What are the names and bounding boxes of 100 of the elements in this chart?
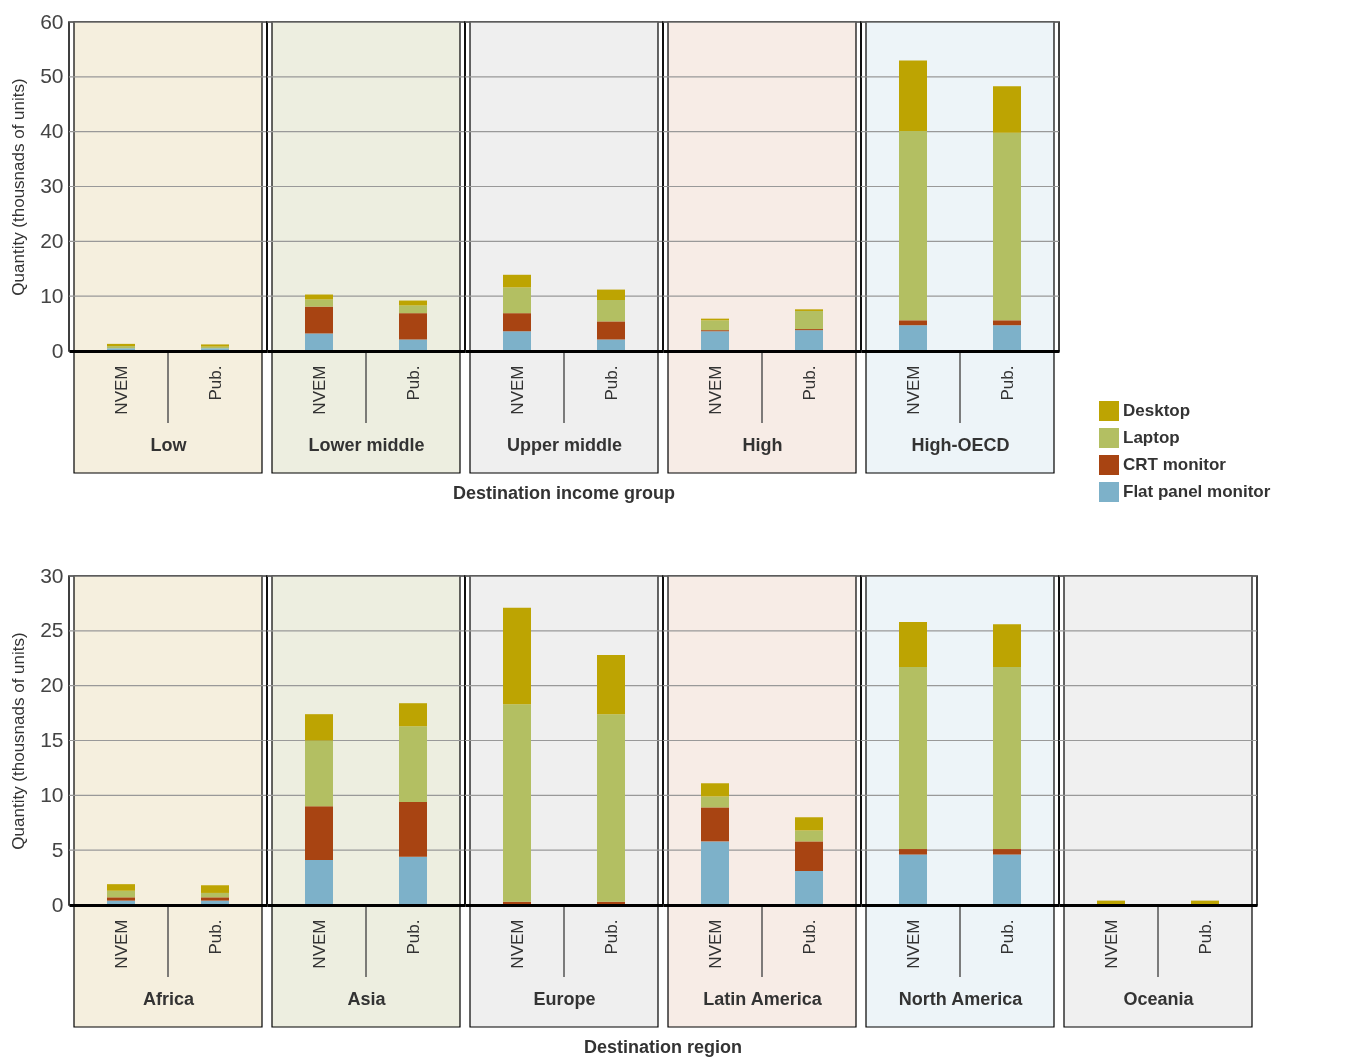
x-tick-label: NVEM [705,365,725,415]
bar [701,841,729,905]
bar [701,783,729,797]
x-axis-title: High [742,434,783,455]
y-tick-label: 10 [40,782,64,806]
bar [993,667,1021,850]
x-axis-title: Europe [533,988,596,1009]
legend-label: CRT monitor [1123,455,1227,474]
text: Destination region [583,1037,743,1057]
x-axis-title: Low [150,434,188,455]
bar [795,871,823,905]
bar [399,726,427,802]
bar [993,325,1021,351]
bar [899,320,927,326]
bar [597,714,625,902]
x-axis-title: Asia [347,988,387,1009]
x-tick-label: NVEM [1101,919,1121,969]
bar [399,801,427,857]
y-axis-title: Quantity (thousnads of units) [9,632,29,850]
x-axis-title: Africa [142,988,195,1009]
bar [597,289,625,301]
text: Destination income group [452,483,676,503]
y-tick-label: 0 [51,338,64,362]
x-tick-label: NVEM [705,919,725,969]
bar [993,624,1021,668]
y-tick-label: 30 [40,563,64,587]
bar [795,330,823,351]
x-tick-label: NVEM [309,365,329,415]
y-tick-label: 0 [51,892,64,916]
x-tick-label: NVEM [111,919,131,969]
x-tick-label: Pub. [799,919,819,955]
bar [701,320,729,331]
bar [399,313,427,340]
y-tick-label: 60 [40,9,64,33]
bar [305,333,333,351]
bar [503,287,531,314]
bar [899,622,927,668]
y-tick-label: 5 [51,837,64,861]
bar [701,807,729,842]
x-tick-label: Pub. [601,919,621,955]
x-tick-label: NVEM [507,365,527,415]
y-tick-label: 20 [40,228,64,252]
bar [399,703,427,727]
bar [305,806,333,861]
bar [795,830,823,842]
bar [899,325,927,351]
x-tick-label: NVEM [507,919,527,969]
bar [899,60,927,132]
bar [503,331,531,351]
y-axis-title: Quantity (thousnads of units) [9,78,29,296]
x-tick-label: NVEM [903,919,923,969]
x-tick-label: Pub. [205,919,225,955]
bar [899,854,927,905]
bar [503,607,531,705]
bar [795,841,823,871]
x-axis-title: Latin America [703,988,823,1009]
bar [399,856,427,905]
bar [993,854,1021,905]
bar [701,331,729,351]
bar [305,740,333,807]
y-tick-label: 25 [40,618,64,642]
legend-label: Flat panel monitor [1123,482,1271,501]
bar [597,339,625,351]
y-tick-label: 50 [40,64,64,88]
y-tick-label: 10 [40,283,64,307]
bar [305,306,333,334]
x-tick-label: Pub. [205,365,225,401]
bar [399,305,427,314]
bar [503,313,531,332]
bar [305,299,333,307]
x-tick-label: Pub. [403,919,423,955]
y-tick-label: 40 [40,119,64,143]
bar [993,320,1021,326]
x-tick-label: Pub. [799,365,819,401]
bar [795,310,823,330]
bar [701,796,729,808]
x-axis-title: Upper middle [506,434,623,455]
x-tick-label: Pub. [1195,919,1215,955]
x-axis-title: Oceania [1123,988,1195,1009]
x-axis-title: Lower middle [308,434,425,455]
bar [899,667,927,850]
bar [399,339,427,351]
x-tick-label: Pub. [997,919,1017,955]
x-axis-title: North America [898,988,1024,1009]
x-tick-label: Pub. [997,365,1017,401]
legend-label: Laptop [1123,428,1180,447]
y-tick-label: 20 [40,673,64,697]
bar [993,132,1021,321]
x-tick-label: Pub. [601,365,621,401]
bar [899,131,927,321]
x-axis-title: High-OECD [911,434,1010,455]
y-tick-label: 15 [40,728,64,751]
bar [597,654,625,715]
bar [795,817,823,831]
bar [305,860,333,905]
bar [597,300,625,322]
x-tick-label: NVEM [309,919,329,969]
bar [993,849,1021,855]
x-tick-label: NVEM [111,365,131,415]
bar [993,86,1021,133]
